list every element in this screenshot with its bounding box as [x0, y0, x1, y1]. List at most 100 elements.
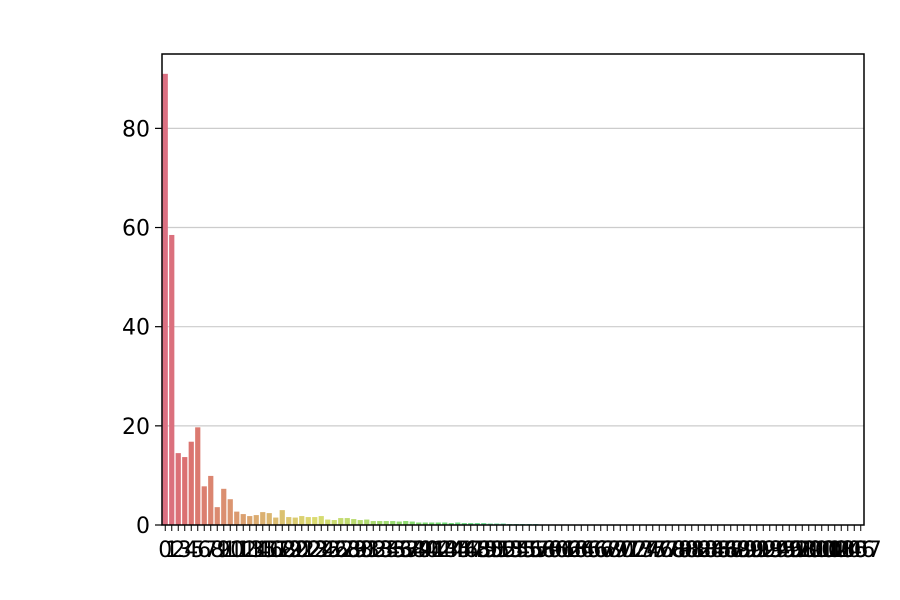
x-tick-label: 93	[756, 538, 784, 563]
x-tick-label: 104	[820, 538, 862, 563]
x-tick-label: 8	[210, 538, 224, 563]
x-tick-label: 15	[249, 538, 277, 563]
bar	[305, 517, 311, 525]
x-tick-label: 13	[236, 538, 264, 563]
bar	[292, 517, 298, 525]
x-tick-label: 7	[204, 538, 218, 563]
x-tick-label: 51	[483, 538, 511, 563]
x-tick-label: 5	[191, 538, 205, 563]
x-tick-label: 29	[340, 538, 368, 563]
bar	[383, 521, 389, 525]
bar	[201, 486, 207, 525]
x-tick-label: 37	[392, 538, 420, 563]
bar	[435, 522, 441, 525]
bar	[331, 520, 337, 525]
bar	[468, 523, 474, 525]
x-tick-label: 3	[178, 538, 192, 563]
bar	[370, 521, 376, 525]
x-tick-label: 65	[574, 538, 602, 563]
bar	[188, 441, 194, 525]
bar	[351, 519, 357, 525]
x-tick-label: 71	[613, 538, 641, 563]
bar	[221, 488, 227, 525]
x-tick-label: 67	[587, 538, 615, 563]
x-tick-label: 86	[710, 538, 738, 563]
x-tick-label: 35	[379, 538, 407, 563]
x-tick-label: 73	[626, 538, 654, 563]
x-tick-label: 91	[743, 538, 771, 563]
x-tick-label: 38	[398, 538, 426, 563]
x-tick-label: 55	[509, 538, 537, 563]
x-tick-label: 22	[294, 538, 322, 563]
plot-frame	[161, 53, 865, 526]
bar	[344, 518, 350, 525]
x-tick-label: 59	[535, 538, 563, 563]
x-tick-label: 100	[794, 538, 836, 563]
x-tick-label: 57	[522, 538, 550, 563]
x-tick-label: 23	[301, 538, 329, 563]
bar	[474, 523, 480, 525]
bar	[481, 523, 487, 525]
x-tick-label: 80	[671, 538, 699, 563]
bar	[299, 516, 305, 525]
x-tick-label: 103	[814, 538, 856, 563]
x-tick-label: 77	[652, 538, 680, 563]
x-tick-label: 95	[769, 538, 797, 563]
gridlines	[162, 127, 864, 427]
x-tick-label: 72	[619, 538, 647, 563]
bar	[422, 522, 428, 525]
x-tick-label: 47	[457, 538, 485, 563]
x-tick-label: 21	[288, 538, 316, 563]
bar	[214, 507, 220, 525]
bar	[364, 519, 370, 525]
x-tick-label: 102	[807, 538, 849, 563]
x-tick-label: 84	[697, 538, 725, 563]
bar	[286, 517, 292, 525]
x-tick-label: 14	[242, 538, 270, 563]
bar	[338, 518, 344, 525]
x-tick-label: 66	[580, 538, 608, 563]
y-tick-label: 60	[122, 217, 150, 242]
x-tick-label: 11	[223, 538, 251, 563]
y-tick-label: 40	[122, 316, 150, 341]
x-tick-label: 60	[541, 538, 569, 563]
x-tick-label: 16	[255, 538, 283, 563]
x-tick-label: 90	[736, 538, 764, 563]
bar	[357, 520, 363, 525]
x-tick-label: 94	[762, 538, 790, 563]
x-tick-label: 0	[158, 538, 172, 563]
x-tick-label: 12	[229, 538, 257, 563]
x-tick-label: 48	[463, 538, 491, 563]
axes	[155, 127, 862, 531]
x-tick-label: 17	[262, 538, 290, 563]
x-tick-label: 74	[632, 538, 660, 563]
x-tick-label: 28	[333, 538, 361, 563]
bar	[409, 521, 415, 525]
x-tick-label: 76	[645, 538, 673, 563]
bar	[390, 521, 396, 525]
bar	[377, 521, 383, 525]
bar	[260, 512, 266, 525]
bar	[461, 523, 467, 525]
x-tick-label: 81	[678, 538, 706, 563]
x-tick-label: 63	[561, 538, 589, 563]
x-tick-label: 54	[502, 538, 530, 563]
x-tick-label: 56	[515, 538, 543, 563]
x-tick-label: 52	[489, 538, 517, 563]
x-tick-label: 64	[567, 538, 595, 563]
y-tick-label: 0	[136, 514, 150, 539]
bar	[318, 516, 324, 525]
x-tick-label: 1	[165, 538, 179, 563]
x-tick-label: 85	[704, 538, 732, 563]
bar	[266, 513, 272, 525]
x-tick-label: 92	[749, 538, 777, 563]
x-tick-label: 70	[606, 538, 634, 563]
x-tick-label: 43	[431, 538, 459, 563]
bar	[442, 522, 448, 525]
x-tick-label: 98	[788, 538, 816, 563]
bar	[182, 457, 188, 525]
x-tick-label: 24	[307, 538, 335, 563]
x-tick-label: 34	[372, 538, 400, 563]
bar	[253, 515, 259, 525]
